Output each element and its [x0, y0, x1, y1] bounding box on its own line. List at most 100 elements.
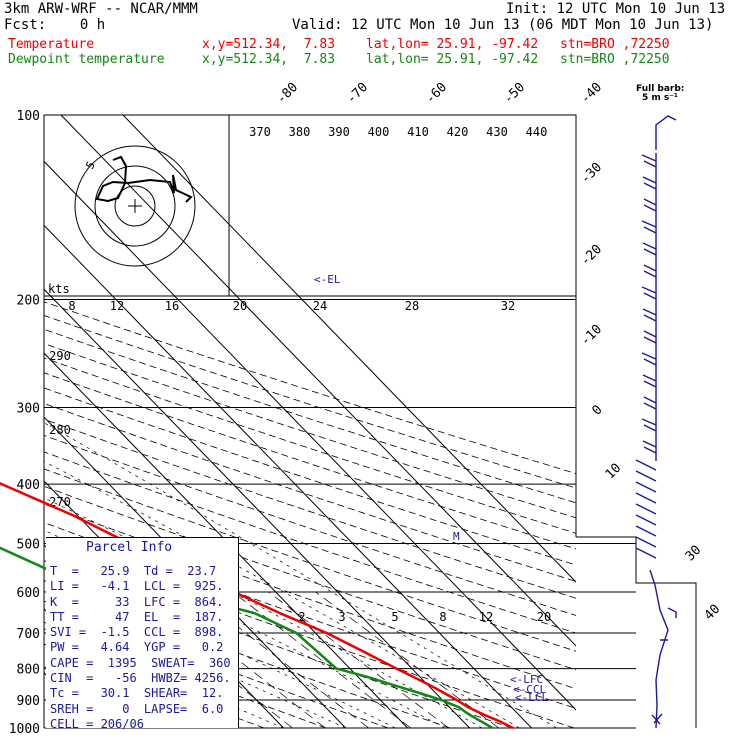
temperature-legend-label: Temperature	[8, 37, 95, 52]
pressure-tick-label: 400	[17, 478, 40, 493]
pressure-tick-label: 600	[17, 586, 40, 601]
hodograph-center	[128, 199, 142, 213]
temperature-tick-label: 0	[589, 402, 605, 418]
parcel-info-rows: T = 25.9 Td = 23.7 LI = -4.1 LCL = 925. K …	[50, 564, 231, 732]
hodograph: 5	[74, 145, 196, 267]
pressure-tick-label: 700	[17, 627, 40, 642]
barb-key-line1: Full barb:	[636, 84, 685, 94]
wind-speed-tick-label: 24	[313, 299, 327, 313]
temperature-tick-label: 30	[683, 543, 705, 565]
temperature-legend-xy: x,y=512.34, 7.83	[202, 37, 336, 52]
wind-barb	[641, 219, 657, 241]
mixing-ratio-tick-label: 2	[298, 610, 305, 624]
theta-tick-label: 430	[486, 125, 508, 139]
hodograph-ring	[94, 165, 176, 247]
wind-barb	[635, 492, 657, 504]
temperature-tick-label: 40	[702, 602, 724, 624]
theta-tick-label: 420	[447, 125, 469, 139]
wind-speed-tick-label: 16	[165, 299, 179, 313]
dewpoint-legend-xy: x,y=512.34, 7.83	[202, 52, 336, 67]
barb-key-line2: 5 m s⁻¹	[642, 93, 678, 103]
wind-barb	[642, 307, 657, 329]
temperature-tick-label: -10	[578, 322, 605, 349]
wind-barb	[643, 263, 657, 285]
theta-tick-label: 290	[49, 349, 71, 363]
isotherm-line	[60, 115, 576, 647]
wind-barb	[642, 241, 657, 263]
wind-column-frame	[576, 536, 697, 728]
kts-unit-label: kts	[48, 282, 70, 296]
temperature-tick-label: -50	[501, 80, 528, 107]
theta-tick-label: 370	[249, 125, 271, 139]
isotherm-line	[44, 160, 576, 711]
wind-barb	[643, 197, 657, 219]
theta-tick-label: 400	[368, 125, 390, 139]
theta-tick-label: 280	[49, 423, 71, 437]
wind-barb	[635, 525, 657, 537]
parcel-info-title: Parcel Info	[86, 540, 173, 555]
isotherm-line	[44, 416, 346, 728]
dewpoint-legend-stn: stn=BRO ,72250	[560, 52, 670, 67]
level-label-lfc: <-LFC	[510, 673, 543, 686]
moist-adiabat	[44, 422, 557, 728]
temperature-tick-label: -60	[423, 80, 450, 107]
dry-adiabat	[44, 328, 576, 504]
temperature-tick-label: 10	[603, 461, 625, 483]
wind-barb	[641, 285, 657, 307]
theta-tick-label: 410	[407, 125, 429, 139]
wind-speed-tick-label: 20	[233, 299, 247, 313]
pressure-tick-label: 900	[17, 694, 40, 709]
plot-frame	[43, 114, 577, 728]
wind-barb	[635, 536, 657, 548]
wind-barb	[642, 373, 657, 395]
temperature-legend-stn: stn=BRO ,72250	[560, 37, 670, 52]
wind-barb	[635, 459, 657, 471]
level-label-el: <-EL	[314, 273, 341, 286]
parcel-info-row: T = 25.9 Td = 23.7	[50, 564, 217, 578]
hodograph-ring	[114, 185, 156, 227]
wind-barb	[651, 607, 677, 725]
wind-barb	[635, 547, 657, 559]
dry-adiabat	[44, 485, 576, 671]
mixing-ratio-line	[232, 591, 412, 728]
parcel-info-row: CAPE = 1395 SWEAT= 360	[50, 655, 231, 670]
level-label-lcl: <-LCL	[515, 691, 548, 704]
dry-adiabat	[44, 451, 576, 634]
wind-barb	[641, 417, 657, 439]
forecast-hour: Fcst: 0 h	[4, 17, 106, 33]
wind-barb	[635, 514, 657, 526]
temperature-tick-label: -80	[274, 80, 301, 107]
temperature-tick-label: -40	[578, 80, 605, 107]
isotherm-line	[44, 288, 470, 728]
dewpoint-legend-label: Dewpoint temperature	[8, 52, 165, 67]
mixing-ratio-tick-label: 5	[391, 610, 398, 624]
parcel-info-row: SREH = 0 LAPSE= 6.0	[50, 701, 224, 716]
mixing-ratio-tick-label: 3	[338, 610, 345, 624]
mixing-ratio-tick-label: 20	[537, 610, 551, 624]
dewpoint-legend-latlon: lat,lon= 25.91, -97.42	[366, 52, 539, 67]
model-title: 3km ARW-WRF -- NCAR/MMM	[4, 1, 198, 17]
dry-adiabat	[44, 301, 576, 475]
wind-barb	[641, 153, 657, 175]
isotherm-line	[44, 224, 532, 728]
parcel-info-row: Tc = 30.1 SHEAR= 12.	[50, 686, 224, 701]
wind-barb	[635, 481, 657, 493]
temperature-tick-label: -20	[578, 242, 605, 269]
mixing-ratio-tick-label: 8	[439, 610, 446, 624]
level-label-ccl: <-CCL	[513, 683, 546, 696]
isotherm-line	[122, 115, 576, 583]
wind-speed-tick-label: 28	[405, 299, 419, 313]
wind-speed-tick-label: 12	[110, 299, 124, 313]
temperature-tick-label: -30	[578, 160, 605, 187]
wind-speed-tick-label: 8	[68, 299, 75, 313]
dry-adiabat	[44, 540, 575, 728]
pressure-tick-label: 100	[17, 109, 40, 124]
hodograph-ring	[74, 145, 196, 267]
parcel-info-row: SVI = -1.5 CCL = 898.	[50, 625, 224, 640]
temperature-tick-label: -70	[344, 80, 371, 107]
parcel-info-row: TT = 47 EL = 187.	[50, 609, 224, 624]
theta-tick-label: 270	[49, 495, 71, 509]
pressure-tick-label: 200	[17, 294, 40, 309]
parcel-info-row: CELL = 206/06	[50, 716, 144, 731]
